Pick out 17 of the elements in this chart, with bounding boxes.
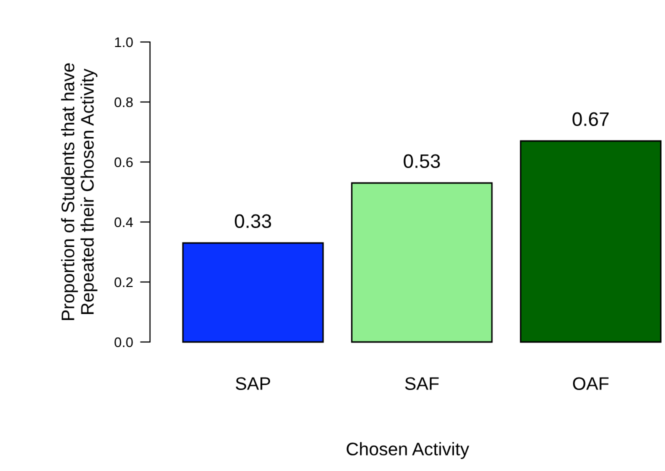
y-tick-label: 0.2 <box>114 277 133 288</box>
y-axis-title: Proportion of Students that have Repeated their Chosen Activity <box>61 63 98 320</box>
data-label: 0.53 <box>404 154 440 168</box>
data-label: 0.33 <box>234 214 272 228</box>
bar <box>520 140 662 343</box>
bar <box>351 182 493 343</box>
y-tick-label: 0.6 <box>114 157 133 168</box>
data-label: 0.67 <box>572 112 609 126</box>
y-tick-label: 0.0 <box>114 337 133 348</box>
x-tick-label: SAF <box>405 377 439 390</box>
bar <box>182 242 324 343</box>
x-axis-title: Chosen Activity <box>346 442 470 459</box>
x-tick-label: SAP <box>236 377 270 390</box>
y-tick-label: 0.4 <box>114 217 133 228</box>
y-tick-label: 1.0 <box>115 37 133 48</box>
y-tick-label: 0.8 <box>114 97 133 108</box>
x-tick-label: OAF <box>573 377 609 390</box>
